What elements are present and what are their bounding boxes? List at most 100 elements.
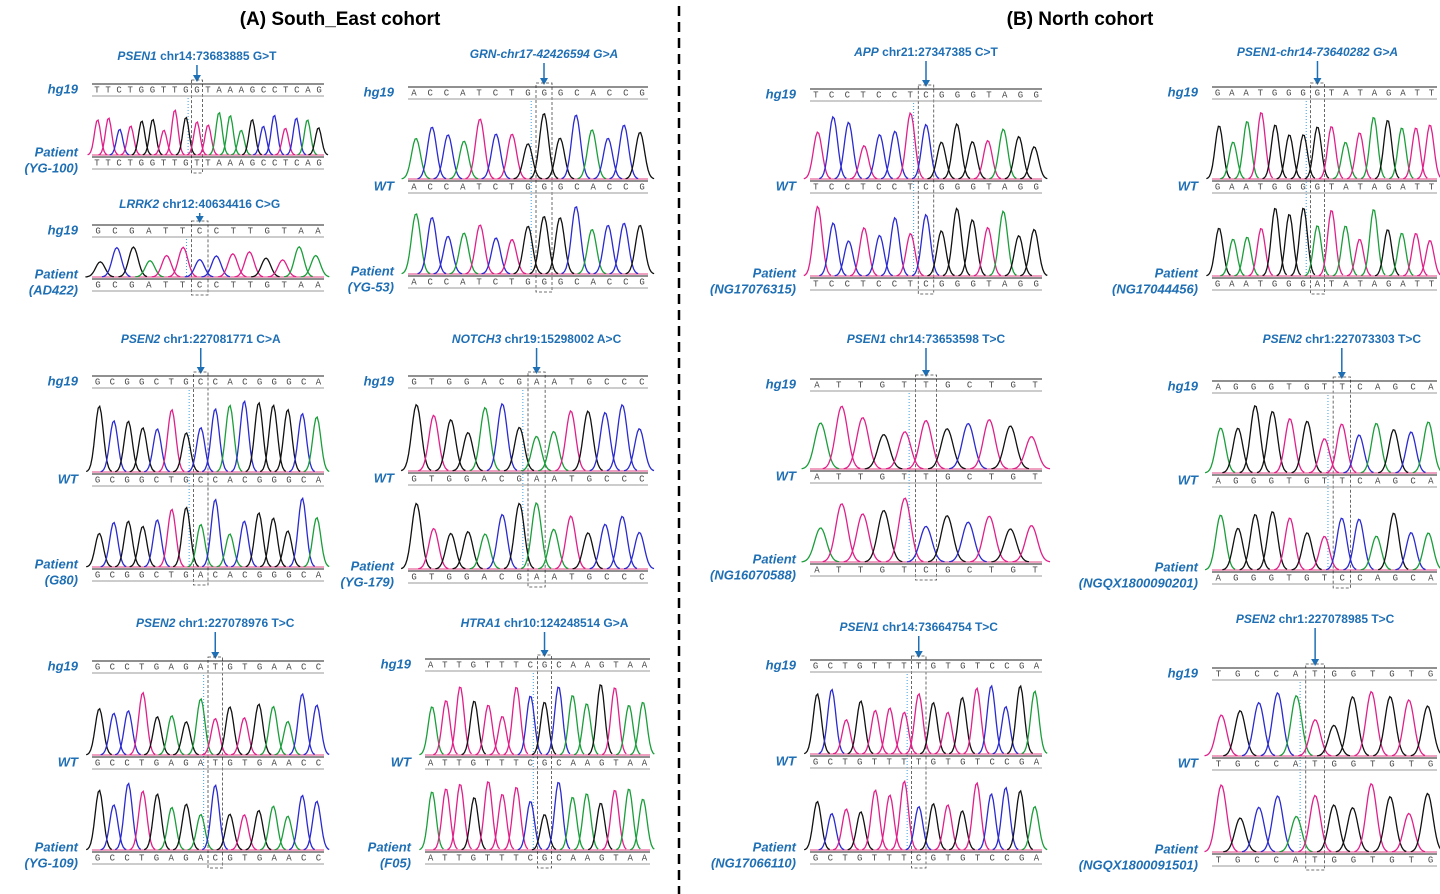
sample-id: (NGQX1800091501) xyxy=(1079,857,1198,872)
trace-peak xyxy=(487,515,517,569)
trace-peak xyxy=(301,256,330,277)
trace-peak xyxy=(246,704,272,754)
trace-peak xyxy=(964,783,990,850)
trace-peak xyxy=(1005,236,1032,276)
sequence: ACCATCTGGGCACCG xyxy=(411,277,645,287)
sample-id: (YG-100) xyxy=(25,160,78,175)
trace-peak xyxy=(530,114,559,179)
gene: PSEN1 xyxy=(840,620,880,634)
trace-peak xyxy=(546,687,570,754)
gene: LRRK2 xyxy=(119,197,159,211)
trace-peak xyxy=(562,207,591,274)
locus: chr12:40634416 C>G xyxy=(163,197,281,211)
row-label: hg19 xyxy=(1168,665,1199,680)
trace-peak xyxy=(101,523,127,567)
gene: PSEN1 xyxy=(847,332,887,346)
trace-peak xyxy=(602,791,626,850)
trace-peak xyxy=(1361,118,1385,179)
trace-peak xyxy=(862,790,888,849)
gene: PSEN2 xyxy=(121,332,161,346)
trace-peak xyxy=(1205,715,1238,756)
figure-title: APP chr21:27347385 C>T xyxy=(853,45,998,59)
trace-peak xyxy=(1261,796,1294,852)
arrow-head xyxy=(193,75,201,82)
trace-peak xyxy=(989,129,1016,178)
trace-peak xyxy=(418,127,447,178)
trace-peak xyxy=(246,811,272,850)
sequence: ATTGTCGCTGT xyxy=(814,565,1038,575)
trace-peak xyxy=(286,118,306,154)
trace-peak xyxy=(970,516,1008,561)
figure-title: PSEN2 chr1:227073303 T>C xyxy=(1263,332,1422,346)
trace-peak xyxy=(588,685,612,755)
trace-peak xyxy=(159,510,185,567)
arrow-head xyxy=(1311,659,1319,666)
row-label: WT xyxy=(776,468,797,483)
row-label: Patient xyxy=(368,839,412,854)
trace-peak xyxy=(115,784,141,850)
trace-peak xyxy=(989,211,1016,275)
figure-title: LRRK2 chr12:40634416 C>G xyxy=(119,197,280,211)
trace-peak xyxy=(959,142,986,179)
trace-peak xyxy=(610,125,639,178)
sample-id: (YG-109) xyxy=(25,855,78,870)
trace-peak xyxy=(964,688,990,753)
sample-id: (NGQX1800090201) xyxy=(1079,575,1198,590)
row-label: hg19 xyxy=(48,222,79,237)
trace-peak xyxy=(850,228,877,276)
trace-peak xyxy=(823,406,861,468)
trace-peak xyxy=(1261,693,1294,756)
trace-peak xyxy=(1242,703,1275,756)
trace-peak xyxy=(848,701,874,754)
row-label: WT xyxy=(58,471,79,486)
locus: chr21:27347385 C>T xyxy=(882,45,998,59)
figure-title: PSEN2 chr1:227078976 T>C xyxy=(136,616,295,630)
sample-id: (YG-53) xyxy=(348,279,394,294)
arrow-head xyxy=(196,216,204,223)
figure-title: PSEN1-chr14-73640282 G>A xyxy=(1237,45,1398,59)
trace-peak xyxy=(970,420,1008,469)
row-label: Patient xyxy=(35,839,79,854)
trace-peak xyxy=(928,516,966,562)
trace-peak xyxy=(610,224,639,274)
row-label: hg19 xyxy=(1168,84,1199,99)
trace-peak xyxy=(886,498,924,561)
locus: chr14:73683885 G>T xyxy=(160,49,277,63)
sequence: TCCTCCTCGGGTAGG xyxy=(813,182,1039,192)
sequence: ACCATCTGGGCACCG xyxy=(411,182,645,192)
row-label: hg19 xyxy=(48,373,79,388)
figure-title: HTRA1 chr10:124248514 G>A xyxy=(461,616,629,630)
trace-peak xyxy=(949,424,987,469)
trace-peak xyxy=(218,254,247,277)
trace-peak xyxy=(1333,143,1357,179)
row-label: WT xyxy=(776,753,797,768)
gene: NOTCH3 xyxy=(452,332,502,346)
trace-peak xyxy=(1396,533,1426,570)
sequence: ACCATCTGGGCACCG xyxy=(411,88,645,98)
trace-peak xyxy=(165,110,185,154)
trace-peak xyxy=(289,498,315,566)
row-label: WT xyxy=(58,754,79,769)
trace-peak xyxy=(1235,122,1259,179)
trace-peak xyxy=(624,429,654,471)
trace-peak xyxy=(1347,133,1371,179)
trace-peak xyxy=(802,528,840,562)
trace-peak xyxy=(487,404,517,471)
row-label: WT xyxy=(776,178,797,193)
panel-title: (B) North cohort xyxy=(1007,9,1154,30)
sequence: ATTGTTGCTGT xyxy=(814,472,1038,482)
trace-peak xyxy=(590,524,620,568)
figure-title: GRN-chr17-42426594 G>A xyxy=(470,47,618,61)
trace-peak xyxy=(217,406,243,472)
trace-peak xyxy=(1375,230,1399,276)
locus: chr1:227073303 T>C xyxy=(1305,332,1421,346)
trace-peak xyxy=(470,408,500,471)
arrow-head xyxy=(1338,372,1346,379)
trace-peak xyxy=(275,722,301,755)
trace-peak xyxy=(1411,794,1440,852)
trace-peak xyxy=(453,532,483,569)
trace-peak xyxy=(289,796,315,850)
trace-peak xyxy=(594,226,623,274)
arrow-head xyxy=(915,651,923,658)
trace-peak xyxy=(530,217,559,274)
